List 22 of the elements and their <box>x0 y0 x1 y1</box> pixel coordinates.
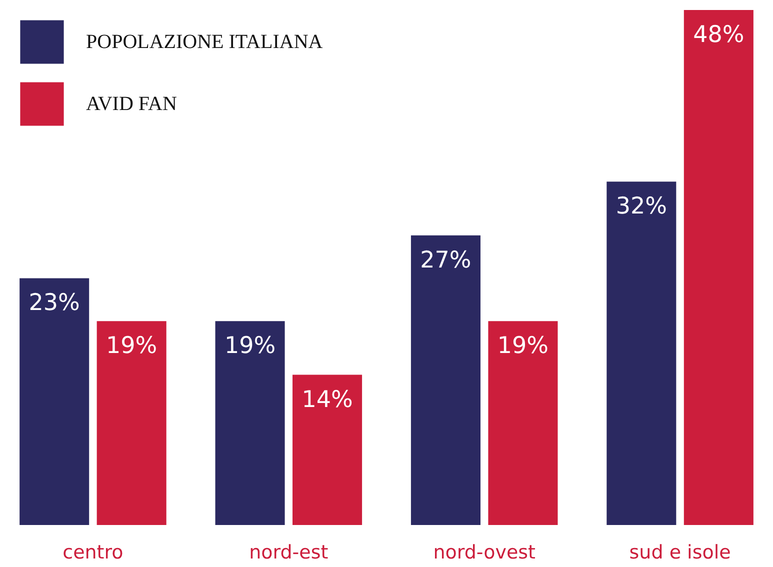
data-label: 19% <box>224 333 276 360</box>
bar <box>20 278 90 525</box>
data-label: 19% <box>106 333 158 360</box>
bar <box>96 321 166 525</box>
bar <box>488 321 558 525</box>
data-label: 19% <box>497 333 549 360</box>
bar <box>606 182 676 525</box>
bar <box>684 10 754 525</box>
bar <box>215 321 285 525</box>
data-label: 48% <box>693 22 744 48</box>
bar <box>292 374 362 525</box>
data-label: 32% <box>616 194 667 220</box>
data-label: 27% <box>420 247 472 274</box>
x-tick-label: centro <box>62 542 124 564</box>
bar <box>410 235 480 525</box>
legend-label: POPOLAZIONE ITALIANA <box>86 31 324 53</box>
data-label: 14% <box>302 386 353 413</box>
legend-label: AVID FAN <box>86 93 177 115</box>
x-tick-label: nord-est <box>249 542 328 564</box>
data-label: 23% <box>28 290 80 316</box>
x-tick-label: sud e isole <box>629 542 731 564</box>
x-tick-label: nord-ovest <box>433 542 536 564</box>
